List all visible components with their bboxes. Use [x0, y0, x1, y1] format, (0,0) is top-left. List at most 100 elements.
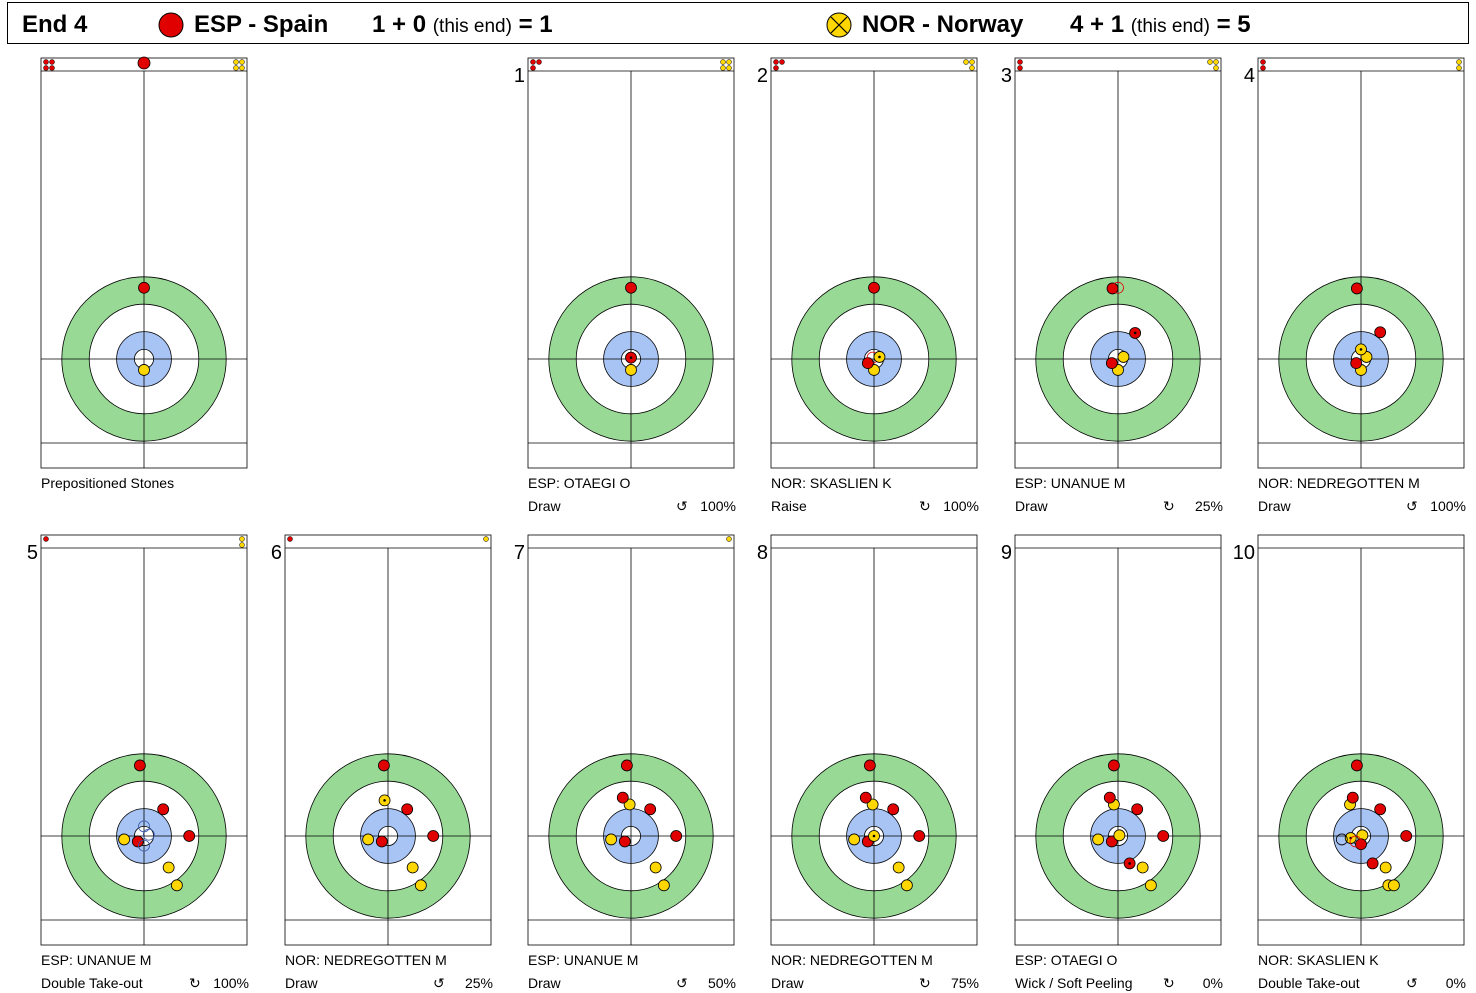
- shot-percentage: 50%: [708, 975, 736, 991]
- red-stone: [133, 759, 146, 772]
- player-label: ESP: UNANUE M: [41, 952, 151, 968]
- rotation-icon: ↺: [433, 976, 445, 992]
- team2-score-text: 4 + 1: [1070, 11, 1125, 38]
- rotation-icon: ↺: [676, 499, 688, 515]
- red-stone: [131, 835, 144, 848]
- red-stone: [1350, 282, 1363, 295]
- shot-percentage: 100%: [700, 498, 736, 514]
- red-stone: [868, 281, 880, 294]
- sheet-number: 9: [1001, 542, 1012, 564]
- yellow-stone: [1113, 829, 1126, 842]
- end-label: End 4: [22, 11, 88, 38]
- red-stone: [1131, 803, 1144, 816]
- sheet-1: 1 ESP: OTAEGI O Draw ↺ 100%: [514, 57, 736, 515]
- shot-percentage: 75%: [951, 975, 979, 991]
- rotation-icon: ↻: [189, 976, 201, 992]
- remaining-yellow-stone: [726, 65, 732, 71]
- sheet-4: 4 NOR: NEDREGOTTEN M Draw ↺ 100%: [1244, 57, 1466, 515]
- sheet-0: Prepositioned Stones: [40, 56, 248, 491]
- red-stone: [616, 791, 629, 804]
- remaining-red-stone: [1260, 59, 1266, 65]
- red-stone: [1374, 326, 1387, 339]
- rotation-icon: ↻: [919, 499, 931, 515]
- sheet-7: 7 ESP: UNANUE M Draw ↺ 50%: [514, 534, 736, 992]
- red-stone: [1350, 357, 1363, 370]
- red-stone: [375, 835, 388, 848]
- remaining-yellow-stone: [726, 536, 732, 542]
- remaining-yellow-stone: [239, 542, 245, 548]
- player-label: ESP: UNANUE M: [528, 952, 638, 968]
- red-stone: [1157, 830, 1170, 842]
- player-label: NOR: NEDREGOTTEN M: [285, 952, 447, 968]
- shot-type: Draw: [1015, 498, 1049, 514]
- red-stone: [625, 281, 637, 294]
- remaining-red-stone: [43, 65, 49, 71]
- yellow-stone: [1387, 879, 1400, 892]
- remaining-yellow-stone: [239, 536, 245, 542]
- yellow-stone: [900, 879, 913, 892]
- yellow-stone: [414, 879, 427, 892]
- shot-percentage: 25%: [1195, 498, 1223, 514]
- remaining-yellow-stone: [1213, 59, 1219, 65]
- yellow-stone: [170, 879, 183, 892]
- yellow-stone: [848, 833, 861, 846]
- remaining-yellow-stone: [1456, 59, 1462, 65]
- shot-type: Raise: [771, 498, 807, 514]
- red-stone: [859, 791, 872, 804]
- remaining-red-stone: [49, 65, 55, 71]
- player-label: NOR: NEDREGOTTEN M: [771, 952, 933, 968]
- remaining-red-stone: [1017, 65, 1023, 71]
- shot-type: Wick / Soft Peeling: [1015, 975, 1133, 991]
- yellow-stone: [1144, 879, 1157, 892]
- rotation-icon: ↺: [1406, 976, 1418, 992]
- team2-score: 4 + 1 (this end) = 5: [1070, 11, 1251, 39]
- red-stone: [1107, 759, 1120, 772]
- shot-type: Draw: [528, 498, 562, 514]
- remaining-yellow-stone: [720, 59, 726, 65]
- sheet-number: 3: [1001, 65, 1012, 87]
- remaining-yellow-stone: [483, 536, 489, 542]
- remaining-red-stone: [773, 59, 779, 65]
- team1-name: ESP - Spain: [194, 11, 329, 38]
- yellow-stone: [1379, 861, 1392, 874]
- yellow-stone: [1092, 833, 1105, 846]
- sheet-2: 2 NOR: SKASLIEN K Raise ↻ 100%: [757, 57, 979, 515]
- sheet-number: 4: [1244, 65, 1255, 87]
- remaining-yellow-stone: [720, 65, 726, 71]
- remaining-yellow-stone: [1207, 59, 1213, 65]
- red-stone: [1374, 803, 1387, 816]
- sheet-5: 5 ESP: UNANUE M Double Take-out ↻ 100%: [27, 534, 249, 992]
- sheet-6: 6 NOR: NEDREGOTTEN M Draw ↺ 25%: [271, 534, 493, 992]
- remaining-red-stone: [1260, 65, 1266, 71]
- sheet-number: 1: [514, 65, 525, 87]
- delivered-stone-marker: [1359, 348, 1363, 351]
- red-stone: [377, 759, 390, 772]
- sheet-number: 10: [1233, 542, 1255, 564]
- red-stone: [157, 803, 170, 816]
- shot-type: Draw: [771, 975, 805, 991]
- team1-total: = 1: [518, 11, 553, 38]
- shot-type: Draw: [1258, 498, 1292, 514]
- remaining-yellow-stone: [233, 59, 239, 65]
- delivered-stone-marker: [872, 834, 876, 838]
- remaining-yellow-stone: [963, 59, 969, 65]
- yellow-stone: [657, 879, 670, 892]
- red-stone: [1350, 759, 1363, 772]
- yellow-stone: [118, 833, 131, 846]
- player-label: NOR: SKASLIEN K: [771, 475, 892, 491]
- sheet-number: 7: [514, 542, 525, 564]
- player-label: Prepositioned Stones: [41, 475, 174, 491]
- blue-stone-ghost: [142, 828, 155, 841]
- red-stone-icon: [158, 12, 184, 38]
- shot-percentage: 100%: [213, 975, 249, 991]
- remaining-red-stone: [1017, 59, 1023, 65]
- red-stone: [1105, 357, 1118, 370]
- delivered-stone-marker: [1133, 331, 1137, 335]
- player-label: NOR: NEDREGOTTEN M: [1258, 475, 1420, 491]
- rotation-icon: ↻: [919, 976, 931, 992]
- rotation-icon: ↺: [1406, 499, 1418, 515]
- shot-percentage: 100%: [943, 498, 979, 514]
- remaining-red-stone: [530, 65, 536, 71]
- team1-this-end: (this end): [432, 16, 512, 37]
